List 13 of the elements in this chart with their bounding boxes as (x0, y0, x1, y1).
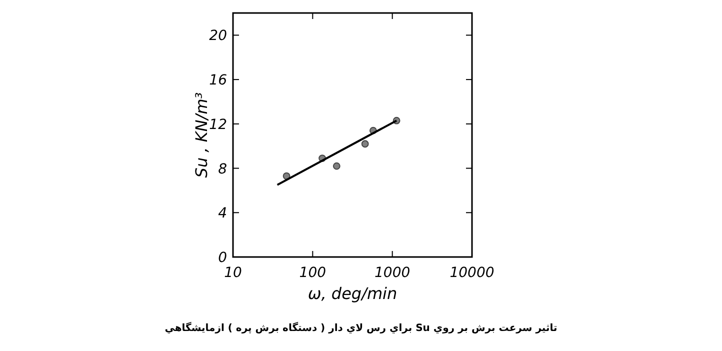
text: تاثير سرعت برش بر روي Su براي رس لاي دار ( دستگاه برش پره ) ازمايشگاهي (164, 321, 558, 334)
x-tick-label: 100 (299, 265, 326, 281)
x-axis-title: ω, deg/min (308, 284, 398, 303)
y-tick-label: 8 (218, 161, 228, 178)
y-tick-label: 12 (209, 116, 228, 133)
y-axis-title: Su , KN/m³ (192, 92, 211, 178)
y-tick-label: 20 (209, 28, 228, 44)
x-tick-label: 10000 (450, 265, 494, 281)
y-tick-label: 4 (218, 206, 227, 222)
y-tick-label: 0 (218, 250, 228, 266)
x-tick-label: 10 (224, 265, 242, 281)
x-tick-label: 1000 (374, 265, 410, 281)
y-tick-label: 16 (209, 72, 228, 89)
